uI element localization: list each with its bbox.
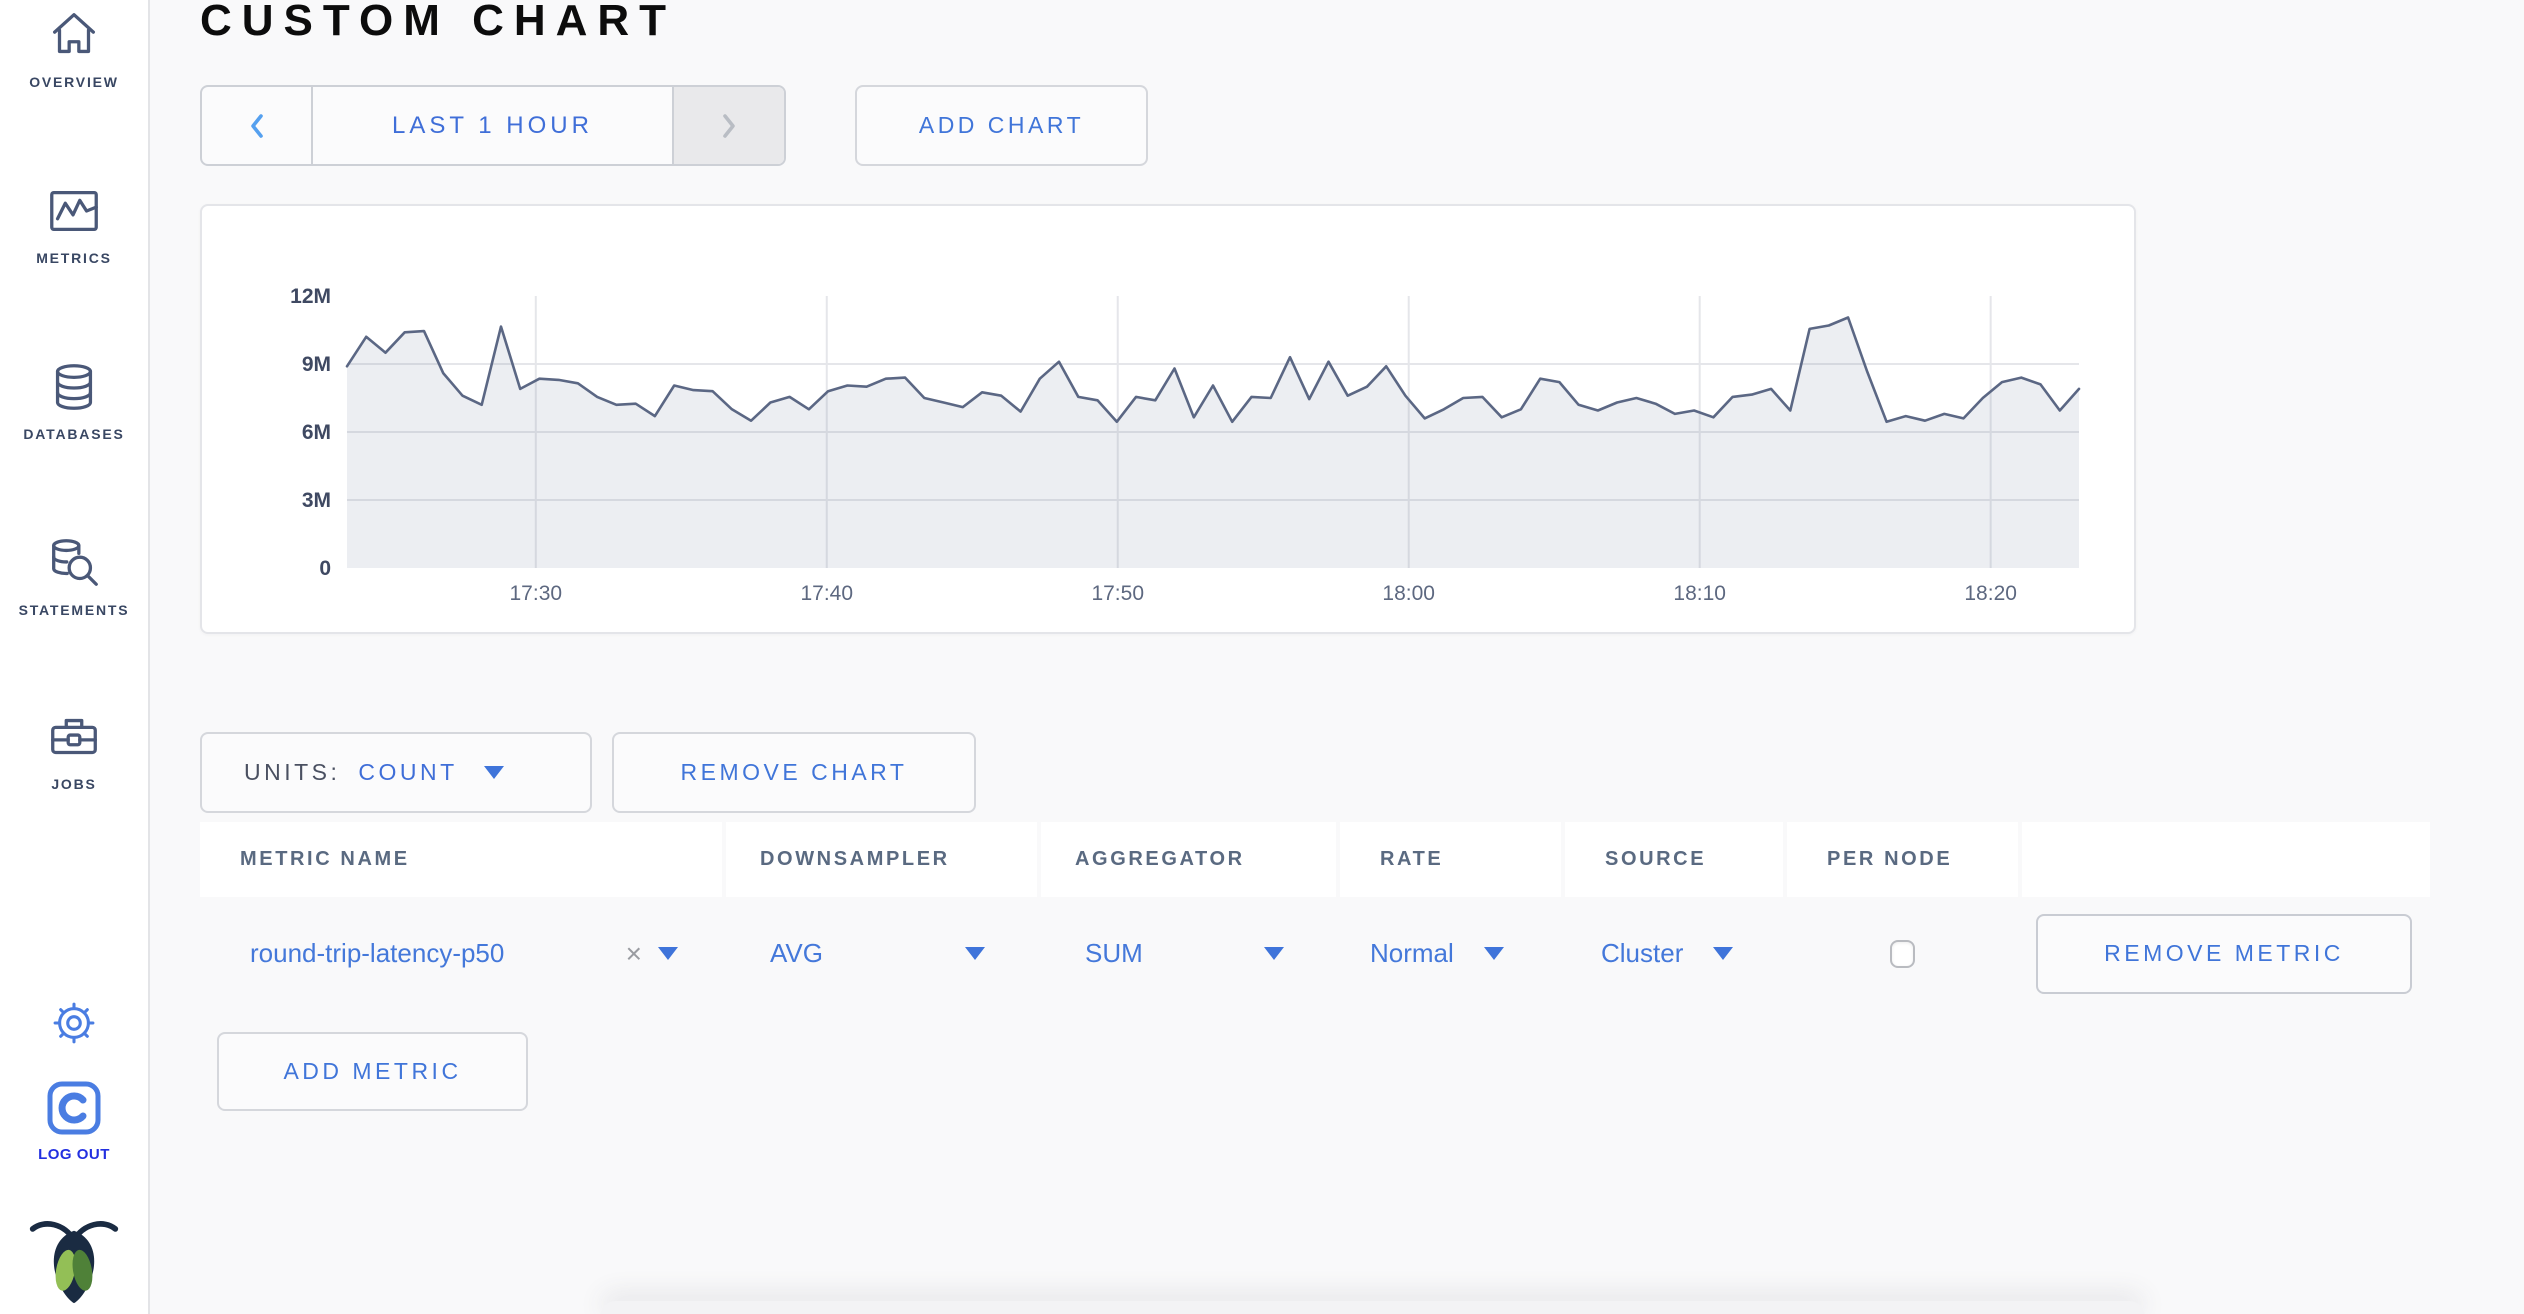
rate-value: Normal <box>1370 938 1454 968</box>
metric-name-link[interactable]: round-trip-latency-p50 <box>250 938 505 968</box>
remove-metric-button[interactable]: REMOVE METRIC <box>2036 913 2412 994</box>
databases-icon <box>55 364 93 410</box>
sidebar-item-label: METRICS <box>36 250 112 266</box>
x-tick-label: 18:00 <box>1382 582 1435 605</box>
time-range-next-button-disabled[interactable] <box>672 87 784 164</box>
metric-name-cell: round-trip-latency-p50 × <box>200 897 722 1010</box>
sidebar-item-metrics[interactable]: METRICS <box>0 182 148 266</box>
time-range-prev-button[interactable] <box>202 87 313 164</box>
add-chart-button[interactable]: ADD CHART <box>855 85 1148 166</box>
aggregator-dropdown[interactable]: SUM <box>1041 897 1336 1010</box>
logout-label[interactable]: LOG OUT <box>38 1146 110 1163</box>
source-value: Cluster <box>1601 938 1684 968</box>
logout-button[interactable] <box>0 1078 148 1138</box>
remove-chart-button[interactable]: REMOVE CHART <box>612 732 976 813</box>
page-title: CUSTOM CHART <box>200 0 677 45</box>
metrics-icon <box>50 190 98 232</box>
cockroach-bug-logo <box>0 1212 148 1306</box>
units-value: COUNT <box>358 759 458 785</box>
chevron-left-icon <box>250 113 263 138</box>
y-tick-label: 9M <box>302 353 331 376</box>
table-row: round-trip-latency-p50 × AVG SUM Normal … <box>200 897 2434 1010</box>
downsampler-dropdown[interactable]: AVG <box>726 897 1037 1010</box>
y-tick-label: 6M <box>302 421 331 444</box>
column-header-downsampler: DOWNSAMPLER <box>726 822 1037 897</box>
column-header-metric-name: METRIC NAME <box>200 822 722 897</box>
sidebar: OVERVIEW METRICS DATABASES STATEMENTS <box>0 0 150 1314</box>
jobs-icon <box>51 718 97 755</box>
x-tick-label: 17:30 <box>510 582 563 605</box>
table-header-row: METRIC NAME DOWNSAMPLER AGGREGATOR RATE … <box>200 822 2434 897</box>
chevron-down-icon <box>483 766 504 779</box>
row-actions-cell: REMOVE METRIC <box>2022 897 2430 1010</box>
column-header-aggregator: AGGREGATOR <box>1041 822 1336 897</box>
per-node-checkbox[interactable] <box>1890 939 1915 968</box>
downsampler-value: AVG <box>770 938 823 968</box>
sidebar-item-jobs[interactable]: JOBS <box>0 708 148 792</box>
chevron-down-icon <box>1264 947 1284 960</box>
add-metric-button[interactable]: ADD METRIC <box>217 1032 528 1111</box>
y-tick-label: 3M <box>302 489 331 512</box>
sidebar-item-label: DATABASES <box>23 426 125 442</box>
column-header-source: SOURCE <box>1565 822 1783 897</box>
per-node-cell <box>1787 897 2018 1010</box>
chevron-down-icon <box>965 947 985 960</box>
custom-chart-card: 17:30 17:40 17:50 18:00 18:10 18:20 0 3M 6M 9M 12M <box>200 204 2136 634</box>
x-tick-label: 17:40 <box>800 582 853 605</box>
x-tick-label: 18:20 <box>1964 582 2017 605</box>
units-label: UNITS: <box>244 759 341 785</box>
y-tick-label: 0 <box>319 557 331 580</box>
sidebar-item-statements[interactable]: STATEMENTS <box>0 534 148 618</box>
series-area <box>347 317 2079 568</box>
metrics-table: METRIC NAME DOWNSAMPLER AGGREGATOR RATE … <box>200 822 2434 1010</box>
sidebar-item-label: JOBS <box>51 776 97 792</box>
cockroach-c-logo-icon <box>47 1081 101 1135</box>
units-dropdown[interactable]: UNITS: COUNT <box>200 732 592 813</box>
chevron-right-icon <box>723 113 735 138</box>
column-header-rate: RATE <box>1340 822 1561 897</box>
rate-dropdown[interactable]: Normal <box>1340 897 1561 1010</box>
next-card-top-shadow <box>600 1301 2145 1314</box>
column-header-actions <box>2022 822 2430 897</box>
chevron-down-icon <box>1713 947 1734 960</box>
sidebar-item-label: STATEMENTS <box>18 602 130 618</box>
series-line <box>345 316 2081 424</box>
settings-button[interactable] <box>0 996 148 1050</box>
x-tick-label: 17:50 <box>1091 582 1144 605</box>
sidebar-item-databases[interactable]: DATABASES <box>0 358 148 442</box>
sidebar-item-overview[interactable]: OVERVIEW <box>0 6 148 90</box>
sidebar-item-label: OVERVIEW <box>29 74 119 90</box>
timeseries-chart[interactable]: 17:30 17:40 17:50 18:00 18:10 18:20 0 3M 6M 9M 12M <box>202 206 2134 632</box>
statements-icon <box>52 539 98 586</box>
column-header-per-node: PER NODE <box>1787 822 2018 897</box>
home-icon <box>53 13 95 54</box>
settings-gear-icon <box>53 1002 95 1044</box>
chevron-down-icon <box>1483 947 1504 960</box>
chevron-down-icon[interactable] <box>658 947 678 960</box>
time-range-label[interactable]: LAST 1 HOUR <box>392 111 593 139</box>
time-range-selector: LAST 1 HOUR <box>200 85 786 166</box>
y-tick-label: 12M <box>290 285 331 308</box>
clear-metric-icon[interactable]: × <box>625 937 642 969</box>
aggregator-value: SUM <box>1085 938 1143 968</box>
x-tick-label: 18:10 <box>1673 582 1726 605</box>
source-dropdown[interactable]: Cluster <box>1565 897 1783 1010</box>
